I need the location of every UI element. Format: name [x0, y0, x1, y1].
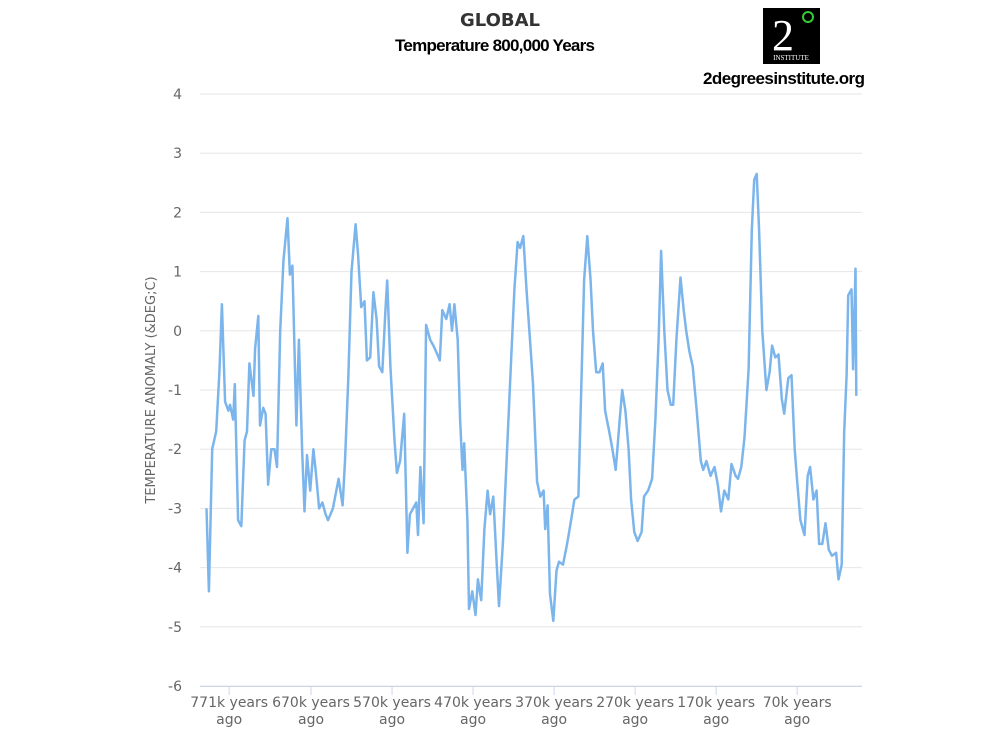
- y-tick-label: 0: [173, 324, 182, 340]
- y-tick-label: 1: [173, 265, 182, 281]
- data-line: [205, 172, 858, 623]
- chart-title: GLOBAL: [460, 10, 540, 31]
- logo-degree: [802, 11, 814, 23]
- y-tick-label: -4: [168, 561, 182, 577]
- y-tick-label: -5: [168, 620, 182, 636]
- logo-caption: INSTITUTE: [773, 54, 809, 62]
- logo-box: [763, 8, 820, 64]
- y-tick-label: -6: [168, 679, 182, 695]
- x-tick-label: 670k years ago: [272, 695, 350, 728]
- y-axis-label: TEMPERATURE ANOMALY (&DEG;C): [144, 276, 159, 504]
- x-tick-label: 70k years ago: [762, 695, 832, 728]
- chart-subtitle: Temperature 800,000 Years: [395, 36, 595, 55]
- logo-numeral: 2: [772, 11, 794, 60]
- y-tick-label: -1: [168, 383, 182, 399]
- x-tick-label: 270k years ago: [596, 695, 675, 728]
- x-tick-label: 370k years ago: [515, 695, 593, 728]
- logo-site: 2degreesinstitute.org: [703, 69, 865, 88]
- y-tick-label: 4: [173, 87, 182, 103]
- y-tick-label: 3: [173, 146, 182, 162]
- x-tick-label: 570k years ago: [353, 695, 431, 728]
- x-tick-label: 771k years ago: [190, 695, 269, 728]
- y-tick-label: -3: [168, 501, 182, 517]
- x-tick-label: 170k years ago: [677, 695, 756, 728]
- y-tick-label: -2: [168, 442, 182, 458]
- y-tick-label: 2: [173, 205, 182, 221]
- x-tick-label: 470k years ago: [434, 695, 512, 728]
